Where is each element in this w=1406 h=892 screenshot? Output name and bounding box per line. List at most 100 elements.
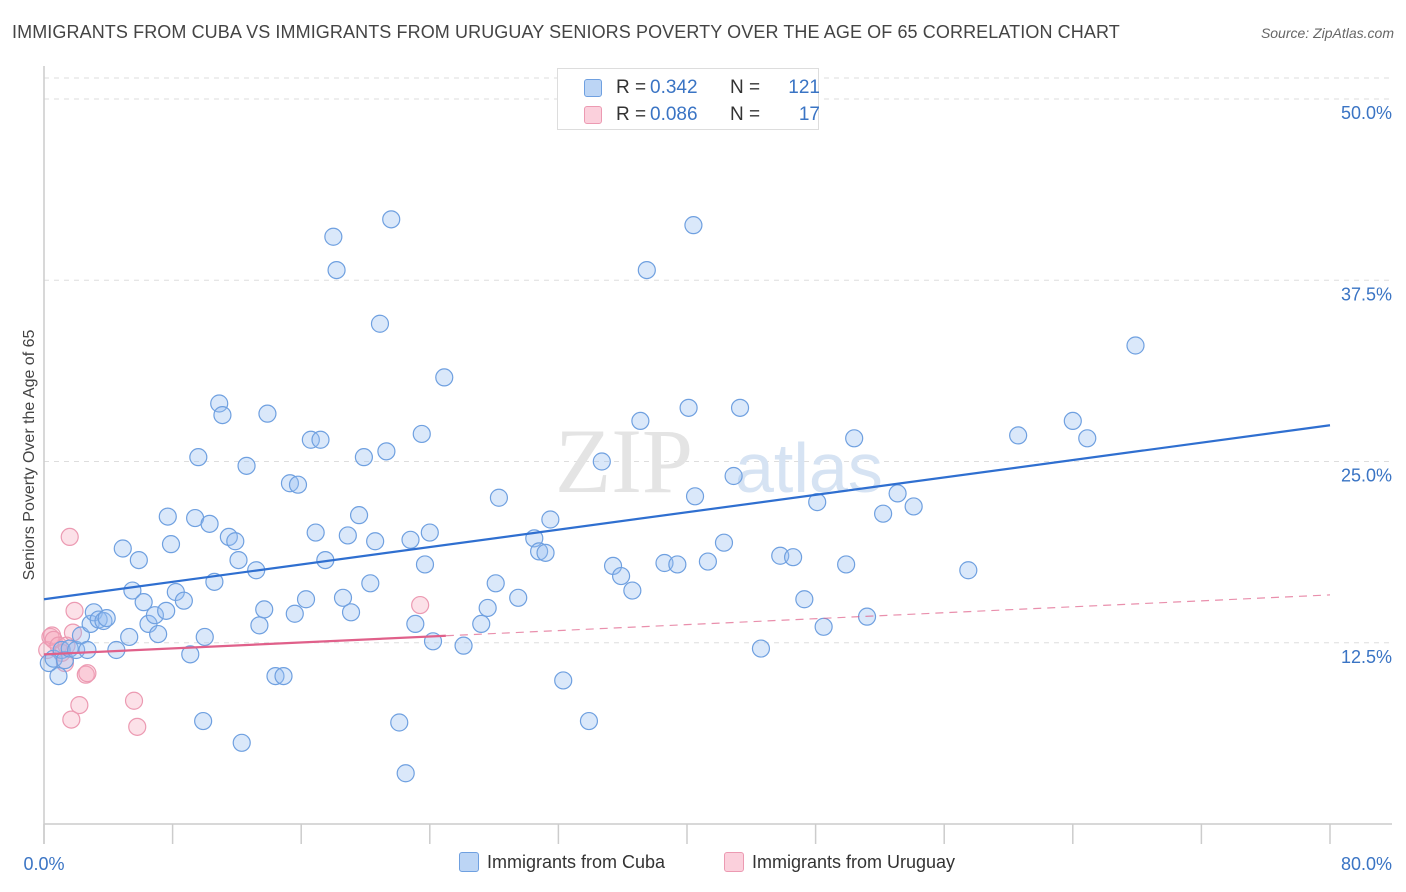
point-cuba — [845, 429, 864, 448]
point-cuba — [382, 210, 401, 229]
point-cuba — [412, 424, 431, 444]
point-cuba — [174, 591, 193, 610]
point-cuba — [472, 614, 491, 634]
legend-n-value: 121 — [788, 77, 820, 98]
point-cuba — [306, 523, 325, 542]
point-uruguay — [411, 595, 430, 615]
y-axis-label: Seniors Poverty Over the Age of 65 — [21, 329, 38, 581]
point-cuba — [1063, 411, 1082, 430]
bottom-legend-swatch-cuba — [459, 852, 479, 872]
point-uruguay — [128, 717, 147, 736]
point-cuba — [509, 588, 528, 607]
point-cuba — [679, 398, 698, 417]
point-cuba — [631, 411, 650, 430]
point-cuba — [874, 504, 893, 523]
point-cuba — [55, 651, 74, 670]
point-cuba — [327, 261, 346, 280]
point-uruguay — [124, 691, 144, 710]
watermark-atlas: atlas — [735, 429, 883, 507]
point-cuba — [296, 590, 316, 609]
point-cuba — [250, 616, 269, 635]
point-uruguay — [78, 664, 97, 683]
point-cuba — [189, 448, 208, 467]
watermark: ZIP atlas — [555, 410, 883, 512]
point-uruguay — [70, 695, 89, 715]
point-cuba — [361, 574, 380, 593]
point-cuba — [285, 604, 304, 623]
point-cuba — [579, 711, 599, 731]
point-cuba — [232, 733, 251, 752]
point-cuba — [97, 608, 116, 628]
point-cuba — [94, 611, 113, 631]
legend-n-label: N = — [730, 104, 761, 125]
point-cuba — [377, 442, 396, 461]
point-cuba — [149, 624, 168, 644]
point-cuba — [255, 600, 274, 619]
trend-line-uruguay — [43, 634, 446, 656]
bottom-legend-label-uruguay: Immigrants from Uruguay — [752, 852, 956, 872]
point-cuba — [145, 606, 165, 625]
point-cuba — [814, 617, 833, 636]
y-tick-label: 37.5% — [1341, 284, 1392, 304]
point-cuba — [78, 640, 97, 660]
point-cuba — [194, 711, 213, 731]
series-cuba-points — [39, 210, 1145, 783]
point-cuba — [698, 552, 717, 571]
legend-n-label: N = — [730, 77, 761, 98]
legend: R = 0.342 N = 121 R = 0.086 N = 17 — [557, 68, 820, 130]
chart-title: IMMIGRANTS FROM CUBA VS IMMIGRANTS FROM … — [12, 22, 1120, 42]
trend-line-cuba — [43, 424, 1331, 601]
point-cuba — [129, 550, 148, 570]
bottom-legend-cuba: Immigrants from Cuba — [459, 852, 665, 873]
point-cuba — [435, 368, 454, 387]
legend-r-label: R = — [616, 77, 647, 98]
point-cuba — [370, 314, 390, 333]
point-cuba — [623, 581, 642, 600]
point-cuba — [486, 574, 505, 593]
point-cuba — [158, 507, 177, 526]
point-cuba — [258, 404, 277, 423]
point-cuba — [113, 539, 132, 558]
y-tick-label: 12.5% — [1341, 647, 1392, 667]
point-cuba — [904, 497, 923, 516]
point-cuba — [415, 555, 435, 574]
point-cuba — [536, 543, 555, 562]
bottom-legend-swatch-uruguay — [724, 852, 744, 872]
point-cuba — [751, 639, 771, 658]
point-cuba — [668, 555, 687, 574]
point-cuba — [1126, 336, 1145, 355]
point-cuba — [730, 398, 750, 417]
point-cuba — [714, 533, 734, 552]
point-cuba — [181, 645, 200, 664]
legend-swatch-uruguay — [584, 106, 602, 124]
point-cuba — [611, 566, 631, 586]
point-cuba — [226, 532, 245, 551]
point-cuba — [161, 535, 181, 554]
x-tick-label: 0.0% — [23, 854, 64, 874]
point-cuba — [311, 430, 330, 449]
point-cuba — [795, 590, 814, 609]
point-uruguay — [62, 710, 81, 729]
legend-swatch-cuba — [584, 79, 602, 97]
y-tick-label: 50.0% — [1341, 103, 1392, 123]
tick-labels: 12.5% 25.0% 37.5% 50.0% 0.0% 80.0% — [23, 103, 1392, 874]
y-tick-label: 25.0% — [1341, 466, 1392, 486]
axes — [43, 66, 1392, 844]
point-cuba — [592, 452, 611, 471]
point-cuba — [49, 666, 68, 686]
watermark-zip: ZIP — [555, 410, 693, 512]
point-cuba — [354, 448, 373, 467]
point-cuba — [157, 601, 176, 620]
point-cuba — [401, 530, 420, 549]
point-cuba — [637, 261, 656, 280]
legend-r-label: R = — [616, 104, 647, 125]
point-cuba — [724, 466, 743, 486]
point-cuba — [888, 484, 907, 503]
point-uruguay — [65, 601, 84, 620]
point-cuba — [120, 627, 139, 647]
point-cuba — [1078, 429, 1097, 448]
point-cuba — [959, 561, 978, 580]
legend-n-value: 17 — [798, 104, 820, 125]
point-cuba — [783, 548, 803, 567]
